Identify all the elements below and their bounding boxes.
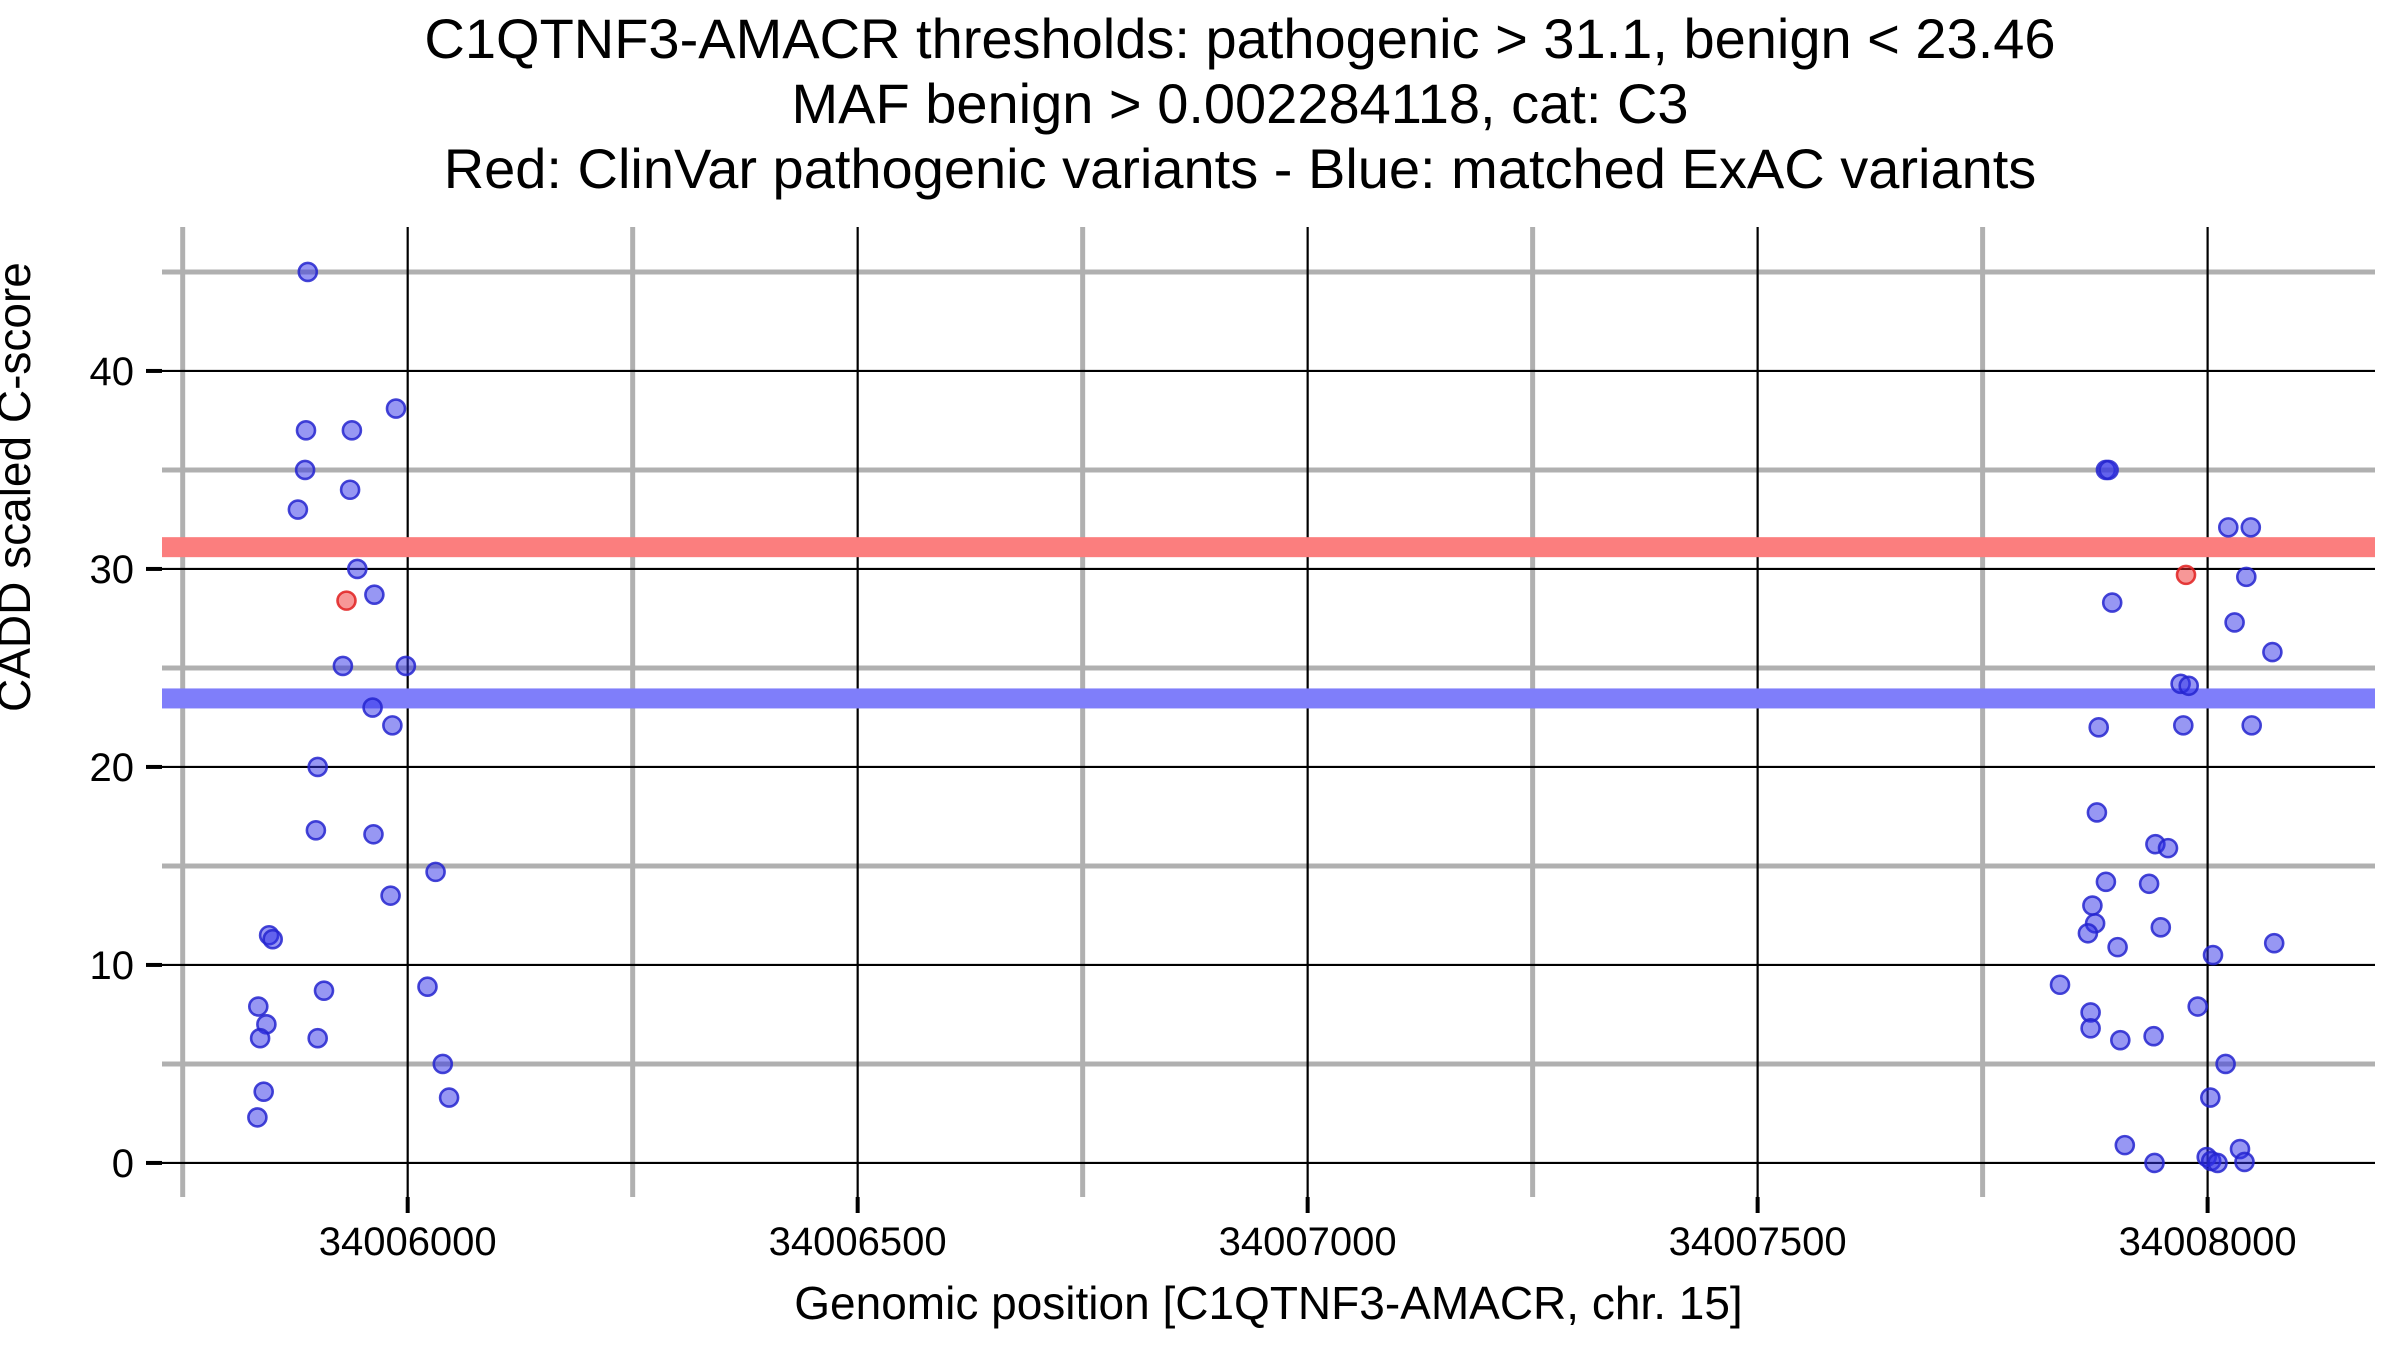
data-point-exac (2207, 1152, 2228, 1174)
data-point-exac (2101, 592, 2123, 613)
data-point-exac (2095, 871, 2117, 893)
data-point-exac (313, 980, 335, 1001)
data-point-exac (362, 697, 383, 718)
x-tick-label: 34008000 (2119, 1220, 2297, 1264)
data-point-exac (2178, 675, 2200, 697)
data-point-exac (2077, 922, 2099, 944)
data-point-exac (2110, 1029, 2131, 1051)
data-point-exac (305, 820, 327, 841)
data-point-exac (2098, 459, 2119, 481)
data-point-exac (339, 479, 361, 501)
data-point-exac (2088, 717, 2110, 738)
data-point-exac (2215, 1053, 2236, 1075)
threshold-band-pathogenic (162, 537, 2375, 558)
data-point-exac (2150, 917, 2172, 938)
data-point-exac (2241, 715, 2263, 736)
data-point-exac (262, 928, 283, 950)
x-tick-label: 34006000 (319, 1220, 497, 1264)
chart-title-line-1: C1QTNF3-AMACR thresholds: pathogenic > 3… (424, 7, 2056, 70)
data-point-exac (2240, 517, 2262, 538)
data-point-exac (287, 499, 309, 520)
data-point-exac (2144, 1152, 2165, 1174)
data-point-exac (425, 861, 446, 883)
data-point-exac (2086, 802, 2108, 823)
data-point-exac (307, 1027, 328, 1049)
data-point-exac (2049, 974, 2071, 996)
data-point-exac (417, 976, 438, 998)
data-point-exac (380, 885, 401, 906)
data-point-exac (253, 1081, 274, 1102)
chart-title: C1QTNF3-AMACR thresholds: pathogenic > 3… (80, 6, 2400, 201)
chart-title-line-2: MAF benign > 0.002284118, cat: C3 (791, 72, 1689, 135)
data-point-exac (363, 823, 384, 845)
data-point-exac (249, 1027, 271, 1049)
data-point-exac (297, 261, 319, 283)
data-point-exac (2236, 566, 2257, 588)
data-point-clinvar (336, 590, 357, 611)
data-point-exac (295, 420, 317, 441)
data-point-exac (2202, 944, 2224, 966)
data-point-exac (2114, 1134, 2136, 1156)
data-point-exac (364, 584, 385, 605)
data-point-clinvar (2175, 564, 2197, 586)
data-point-exac (2218, 517, 2239, 538)
data-point-exac (438, 1087, 460, 1108)
data-point-exac (346, 558, 368, 580)
data-point-exac (307, 756, 328, 778)
data-point-exac (2263, 932, 2285, 954)
y-tick-label: 20 (90, 746, 135, 790)
y-tick-label: 0 (112, 1142, 134, 1186)
data-point-exac (385, 398, 407, 419)
data-point-exac (294, 459, 316, 481)
data-point-exac (2224, 612, 2245, 633)
data-point-exac (247, 1107, 268, 1128)
data-point-exac (382, 715, 403, 736)
data-point-exac (2262, 641, 2283, 663)
data-point-exac (341, 420, 363, 441)
data-point-exac (2080, 1018, 2101, 1039)
data-point-exac (432, 1053, 454, 1075)
data-point-exac (2173, 715, 2194, 736)
x-tick-label: 34007000 (1219, 1220, 1397, 1264)
data-point-exac (2187, 996, 2209, 1017)
y-tick-label: 40 (90, 350, 135, 394)
y-tick-label: 30 (90, 548, 135, 592)
x-tick-label: 34006500 (769, 1220, 947, 1264)
data-point-exac (2200, 1087, 2221, 1108)
data-point-exac (2082, 895, 2103, 916)
x-tick-label: 34007500 (1669, 1220, 1847, 1264)
data-point-exac (395, 655, 417, 677)
data-point-exac (2138, 873, 2160, 895)
data-point-exac (2157, 837, 2179, 859)
data-point-exac (332, 655, 354, 677)
data-point-exac (247, 996, 269, 1017)
data-point-exac (2107, 936, 2128, 958)
data-point-exac (2234, 1151, 2255, 1173)
data-point-exac (2143, 1025, 2164, 1047)
threshold-band-benign (162, 688, 2375, 709)
y-tick-label: 10 (90, 944, 135, 988)
chart-title-line-3: Red: ClinVar pathogenic variants - Blue:… (443, 137, 2037, 200)
x-axis-title: Genomic position [C1QTNF3-AMACR, chr. 15… (794, 1277, 1743, 1329)
